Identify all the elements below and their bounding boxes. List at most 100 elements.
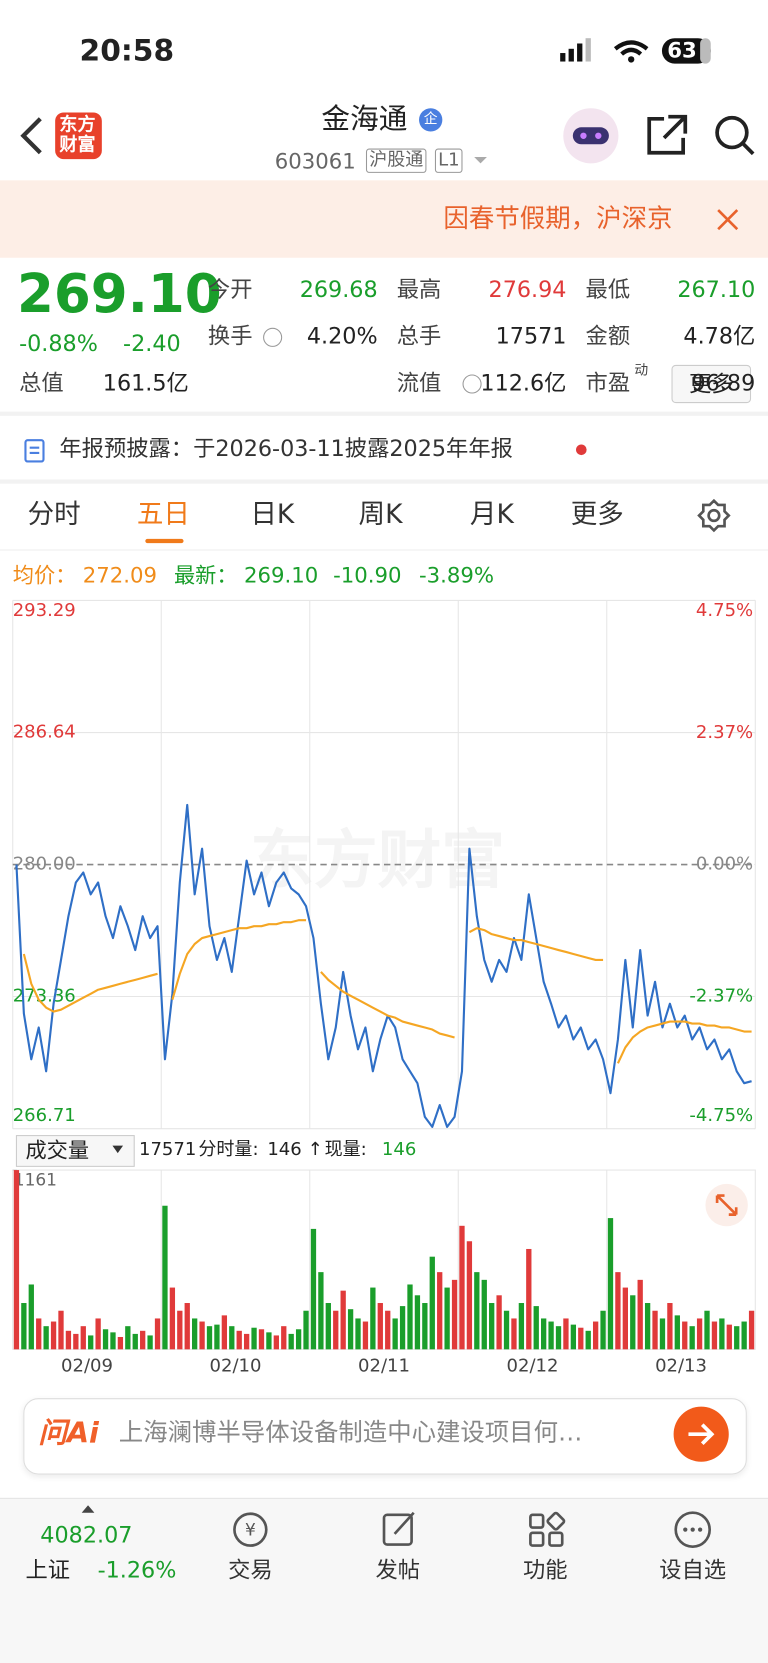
field-label: 流值 bbox=[396, 370, 442, 396]
field-label: 最低 bbox=[585, 276, 631, 303]
volume-bar bbox=[578, 1327, 584, 1350]
volume-bar bbox=[140, 1330, 146, 1350]
report-text[interactable]: 年报预披露：于2026-03-11披露2025年年报 bbox=[59, 435, 513, 462]
x-tick-label: 02/11 bbox=[358, 1355, 410, 1376]
volume-bar bbox=[13, 1170, 20, 1350]
volume-bar bbox=[266, 1332, 272, 1350]
nav-item[interactable]: 发帖 bbox=[375, 1557, 421, 1583]
svg-text:¥: ¥ bbox=[245, 1521, 256, 1541]
index-value[interactable]: 4082.07 bbox=[40, 1522, 133, 1548]
latest-pct: -3.89% bbox=[419, 562, 495, 588]
settings-icon[interactable] bbox=[697, 498, 731, 533]
tab[interactable]: 更多 bbox=[570, 498, 624, 530]
now-label: 现量: bbox=[324, 1139, 367, 1161]
volume-bar bbox=[169, 1287, 176, 1350]
tag: L1 bbox=[434, 148, 463, 173]
volume-bar bbox=[73, 1333, 79, 1350]
nav-icons: ¥ bbox=[233, 1511, 712, 1548]
volume-bar bbox=[258, 1329, 265, 1350]
volume-bar bbox=[734, 1326, 740, 1350]
price: 269.10 bbox=[16, 263, 222, 325]
volume-bar bbox=[481, 1279, 487, 1350]
x-tick-label: 02/13 bbox=[655, 1355, 707, 1376]
app-logo[interactable] bbox=[55, 112, 102, 160]
volume-selector[interactable] bbox=[15, 1135, 135, 1167]
tab[interactable]: 分时 bbox=[27, 498, 81, 530]
volume-bar bbox=[399, 1306, 406, 1350]
share-icon[interactable] bbox=[647, 114, 688, 155]
volume-bar bbox=[711, 1321, 718, 1350]
avg-value: 272.09 bbox=[82, 562, 157, 588]
volume-bar bbox=[221, 1315, 228, 1350]
volume-bar bbox=[28, 1284, 34, 1350]
volume-total: 17571 bbox=[138, 1139, 197, 1161]
volume-bar bbox=[526, 1248, 532, 1350]
field-value: 4.78亿 bbox=[683, 323, 756, 350]
volume-bar bbox=[310, 1228, 317, 1350]
nav-item[interactable]: 交易 bbox=[228, 1557, 273, 1583]
volume-bar bbox=[489, 1303, 495, 1350]
volume-bar bbox=[36, 1318, 42, 1350]
stock-code: 603061 bbox=[274, 148, 356, 174]
volume-bar bbox=[748, 1310, 755, 1350]
info-icon bbox=[263, 327, 283, 347]
status-icons bbox=[560, 38, 711, 64]
header-icons bbox=[563, 108, 755, 164]
volume-bar bbox=[303, 1310, 309, 1350]
volume-bar bbox=[570, 1324, 577, 1350]
arrow: ↑ bbox=[307, 1139, 323, 1161]
tab[interactable]: 日K bbox=[250, 498, 295, 530]
tab[interactable]: 周K bbox=[358, 498, 403, 530]
notice-text[interactable]: 因春节假期，沪深京 bbox=[443, 203, 673, 234]
nav-item[interactable]: 设自选 bbox=[659, 1557, 727, 1583]
period-label: 分时量: bbox=[198, 1139, 259, 1161]
volume-bar bbox=[347, 1309, 354, 1350]
y-tick-label: 1161 bbox=[14, 1171, 57, 1191]
search-icon[interactable] bbox=[715, 115, 749, 150]
x-tick-label: 02/10 bbox=[210, 1355, 262, 1376]
volume-bar bbox=[21, 1303, 27, 1350]
volume-bar bbox=[125, 1326, 131, 1350]
info-icon bbox=[462, 374, 482, 394]
volume-bar bbox=[637, 1279, 643, 1350]
tab[interactable]: 月K bbox=[469, 498, 514, 530]
latest-value: 269.10 bbox=[243, 562, 319, 588]
dropdown-icon[interactable] bbox=[473, 155, 488, 166]
volume-bar bbox=[392, 1318, 398, 1350]
volume-bar bbox=[496, 1295, 502, 1350]
volume-bar bbox=[80, 1326, 86, 1350]
volume-selector-text[interactable]: 成交量 bbox=[25, 1137, 90, 1163]
volume-bar bbox=[682, 1321, 688, 1350]
volume-bar bbox=[340, 1290, 346, 1350]
volume-bar bbox=[43, 1326, 49, 1350]
price-line bbox=[15, 803, 752, 1128]
tab[interactable]: 五日 bbox=[136, 498, 190, 530]
field-value: 4.20% bbox=[306, 323, 378, 350]
back-button[interactable] bbox=[17, 115, 49, 157]
volume-bar bbox=[548, 1321, 554, 1350]
ai-logo: 问Ai bbox=[38, 1417, 99, 1451]
volume-bar bbox=[88, 1335, 94, 1350]
volume-bar bbox=[696, 1318, 703, 1350]
ai-prompt[interactable]: 上海澜博半导体设备制造中心建设项目何… bbox=[118, 1419, 583, 1447]
volume-bar bbox=[177, 1310, 183, 1350]
ai-send[interactable] bbox=[673, 1406, 730, 1463]
volume-bar bbox=[644, 1303, 651, 1350]
volume-bar bbox=[355, 1318, 361, 1350]
more-button[interactable]: 更多 bbox=[671, 364, 752, 404]
volume-bar bbox=[719, 1318, 725, 1350]
badge: 企 bbox=[419, 108, 443, 132]
change-pct: -0.88% bbox=[19, 330, 98, 357]
index-pct[interactable]: -1.26% bbox=[97, 1557, 177, 1583]
index-name[interactable]: 上证 bbox=[25, 1557, 71, 1583]
ai-bar[interactable] bbox=[23, 1398, 747, 1475]
volume-bar bbox=[615, 1272, 621, 1350]
nav-item[interactable]: 功能 bbox=[522, 1557, 568, 1583]
volume-bar bbox=[377, 1303, 383, 1350]
close-notice[interactable] bbox=[716, 208, 739, 231]
latest-label: 最新： bbox=[173, 562, 238, 588]
logo-text: 财富 bbox=[59, 134, 96, 156]
volume-bar bbox=[451, 1279, 458, 1350]
field-label: 换手 bbox=[207, 323, 253, 350]
